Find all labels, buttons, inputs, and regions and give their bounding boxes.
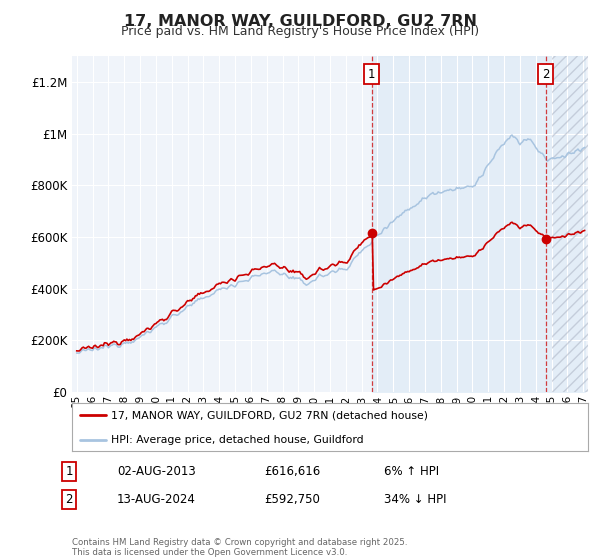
Text: £616,616: £616,616	[264, 465, 320, 478]
Text: 1: 1	[65, 465, 73, 478]
Text: 02-AUG-2013: 02-AUG-2013	[117, 465, 196, 478]
Text: 13-AUG-2024: 13-AUG-2024	[117, 493, 196, 506]
Text: Contains HM Land Registry data © Crown copyright and database right 2025.
This d: Contains HM Land Registry data © Crown c…	[72, 538, 407, 557]
Text: 1: 1	[368, 68, 375, 81]
Text: £592,750: £592,750	[264, 493, 320, 506]
Text: 6% ↑ HPI: 6% ↑ HPI	[384, 465, 439, 478]
Text: 2: 2	[65, 493, 73, 506]
Text: 17, MANOR WAY, GUILDFORD, GU2 7RN: 17, MANOR WAY, GUILDFORD, GU2 7RN	[124, 14, 476, 29]
Text: HPI: Average price, detached house, Guildford: HPI: Average price, detached house, Guil…	[110, 435, 364, 445]
Text: Price paid vs. HM Land Registry's House Price Index (HPI): Price paid vs. HM Land Registry's House …	[121, 25, 479, 38]
Text: 17, MANOR WAY, GUILDFORD, GU2 7RN (detached house): 17, MANOR WAY, GUILDFORD, GU2 7RN (detac…	[110, 410, 428, 420]
Text: 34% ↓ HPI: 34% ↓ HPI	[384, 493, 446, 506]
Text: 2: 2	[542, 68, 550, 81]
